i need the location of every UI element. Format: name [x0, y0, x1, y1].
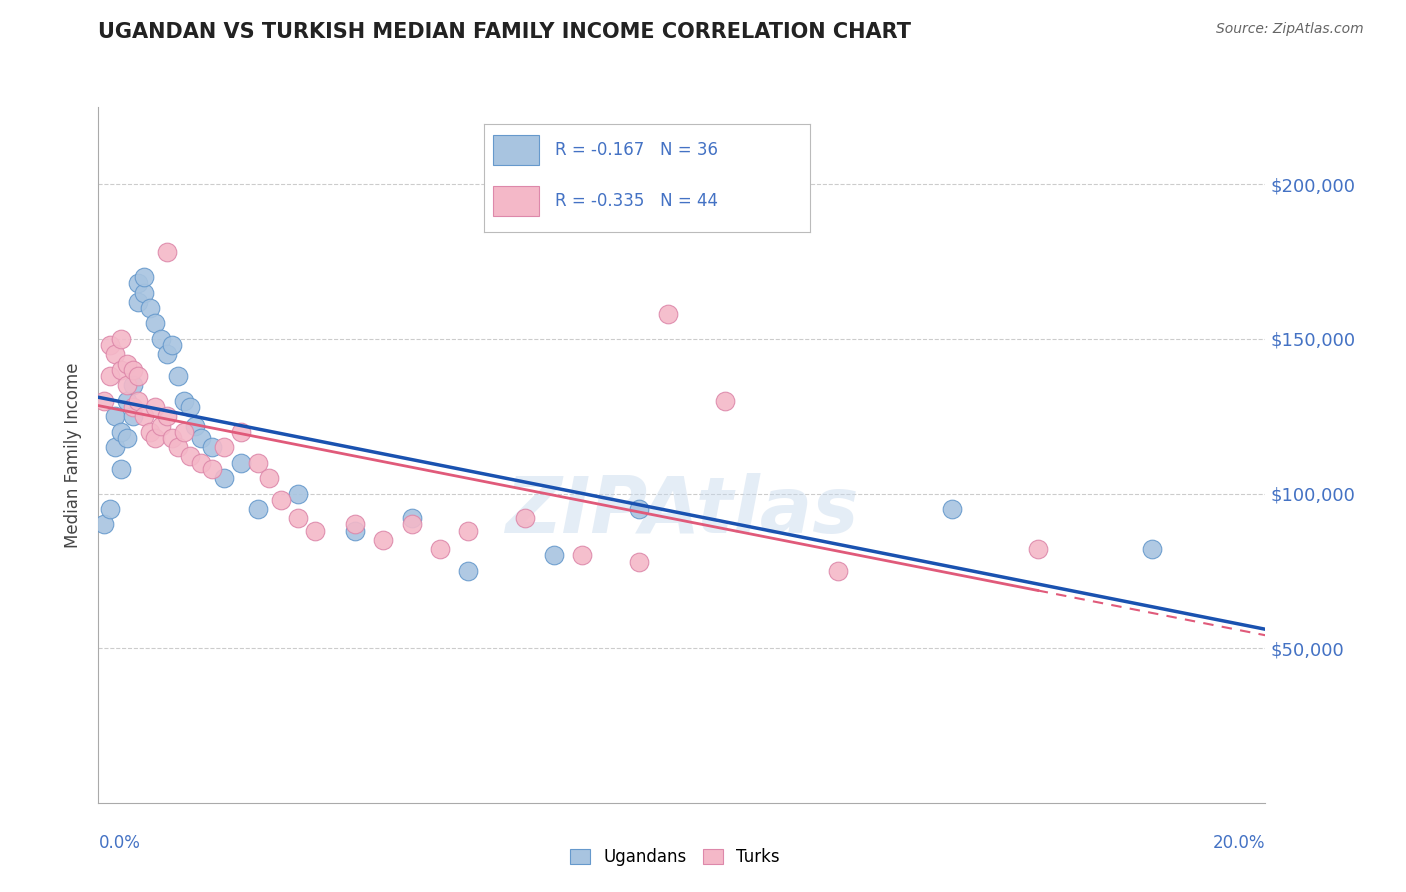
Text: ZIPAtlas: ZIPAtlas: [505, 473, 859, 549]
Point: [212, 471, 235, 485]
Point: [167, 369, 190, 384]
Point: [371, 533, 394, 547]
Point: [121, 378, 143, 392]
Point: [104, 347, 127, 361]
Point: [173, 425, 195, 439]
Point: [713, 393, 735, 408]
Y-axis label: Median Family Income: Median Family Income: [65, 362, 83, 548]
Point: [127, 277, 149, 291]
Point: [110, 425, 132, 439]
Point: [132, 270, 155, 285]
Point: [132, 409, 155, 424]
Point: [98, 369, 121, 384]
Point: [229, 425, 252, 439]
Point: [156, 347, 179, 361]
Point: [127, 294, 149, 309]
Point: [401, 517, 423, 532]
Point: [543, 549, 565, 563]
Point: [515, 511, 537, 525]
Point: [98, 502, 121, 516]
Point: [162, 338, 184, 352]
Point: [143, 400, 166, 414]
Point: [143, 431, 166, 445]
Point: [270, 492, 292, 507]
Point: [343, 524, 366, 538]
Point: [457, 564, 479, 578]
Point: [162, 431, 184, 445]
Point: [246, 502, 269, 516]
Point: [246, 456, 269, 470]
Point: [167, 440, 190, 454]
Point: [110, 332, 132, 346]
Point: [343, 517, 366, 532]
Point: [1026, 542, 1049, 557]
Point: [156, 245, 179, 260]
Point: [212, 440, 235, 454]
Point: [110, 462, 132, 476]
Text: UGANDAN VS TURKISH MEDIAN FAMILY INCOME CORRELATION CHART: UGANDAN VS TURKISH MEDIAN FAMILY INCOME …: [98, 22, 911, 42]
Point: [628, 502, 651, 516]
Point: [127, 369, 149, 384]
Point: [115, 393, 138, 408]
Point: [201, 462, 224, 476]
Point: [104, 440, 127, 454]
Point: [121, 409, 143, 424]
Point: [179, 450, 201, 464]
Legend: Ugandans, Turks: Ugandans, Turks: [561, 840, 789, 875]
Point: [138, 425, 160, 439]
Point: [127, 393, 149, 408]
Point: [827, 564, 849, 578]
Point: [115, 357, 138, 371]
Point: [98, 338, 121, 352]
Point: [571, 549, 593, 563]
Point: [941, 502, 963, 516]
Point: [457, 524, 479, 538]
Point: [401, 511, 423, 525]
Point: [287, 511, 309, 525]
Point: [190, 431, 212, 445]
Point: [184, 418, 207, 433]
Point: [93, 393, 115, 408]
Point: [628, 555, 651, 569]
Point: [257, 471, 280, 485]
Point: [138, 301, 160, 315]
Point: [657, 307, 679, 321]
Point: [93, 517, 115, 532]
Point: [115, 431, 138, 445]
Point: [150, 332, 173, 346]
Point: [110, 363, 132, 377]
Point: [132, 285, 155, 300]
Point: [115, 378, 138, 392]
Point: [287, 486, 309, 500]
Text: Source: ZipAtlas.com: Source: ZipAtlas.com: [1216, 22, 1364, 37]
Point: [229, 456, 252, 470]
Point: [121, 400, 143, 414]
Point: [121, 363, 143, 377]
Point: [429, 542, 451, 557]
Point: [173, 393, 195, 408]
Text: 0.0%: 0.0%: [98, 834, 141, 852]
Point: [179, 400, 201, 414]
Point: [304, 524, 326, 538]
Point: [143, 317, 166, 331]
Point: [190, 456, 212, 470]
Point: [150, 418, 173, 433]
Point: [201, 440, 224, 454]
Point: [156, 409, 179, 424]
Text: 20.0%: 20.0%: [1213, 834, 1265, 852]
Point: [1140, 542, 1163, 557]
Point: [104, 409, 127, 424]
